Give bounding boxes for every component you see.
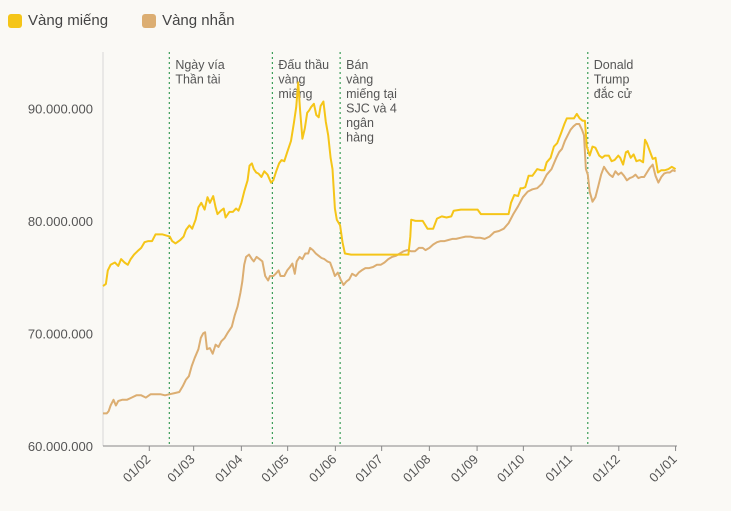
annotation-label: Bán vàng miếng tại SJC và 4 ngân hàng (346, 58, 397, 145)
x-tick-label: 01/11 (542, 452, 575, 485)
annotation-label: Donald Trump đắc cử (594, 58, 634, 101)
y-tick-label: 90.000.000 (28, 101, 93, 116)
x-tick-label: 01/08 (400, 452, 434, 486)
x-tick-label: 01/10 (494, 452, 528, 486)
legend: Vàng miếng Vàng nhẫn (8, 12, 235, 29)
x-tick-label: 01/03 (164, 452, 198, 486)
series-line-vang-mieng (102, 81, 677, 287)
x-tick-label: 01/09 (448, 452, 482, 486)
x-tick-label: 01/02 (120, 452, 154, 486)
y-tick-label: 80.000.000 (28, 214, 93, 229)
x-tick-label: 01/01 (646, 452, 680, 486)
annotation-label: Đấu thầu vàng miếng (278, 58, 329, 101)
legend-swatch-vang-mieng (8, 13, 22, 28)
legend-item-vang-nhan[interactable]: Vàng nhẫn (142, 12, 235, 29)
legend-swatch-vang-nhan (142, 13, 157, 28)
y-tick-label: 70.000.000 (28, 326, 93, 341)
legend-label-vang-nhan: Vàng nhẫn (162, 12, 235, 29)
x-tick-label: 01/06 (306, 452, 340, 486)
y-tick-label: 60.000.000 (28, 439, 93, 454)
x-tick-label: 01/12 (589, 452, 623, 486)
annotation-label: Ngày vía Thần tài (175, 58, 224, 87)
x-tick-label: 01/04 (212, 452, 246, 486)
x-tick-label: 01/05 (258, 452, 292, 486)
x-tick-label: 01/07 (352, 452, 386, 486)
series-line-vang-nhan (103, 123, 676, 415)
legend-item-vang-mieng[interactable]: Vàng miếng (8, 12, 108, 29)
legend-label-vang-mieng: Vàng miếng (28, 12, 109, 29)
